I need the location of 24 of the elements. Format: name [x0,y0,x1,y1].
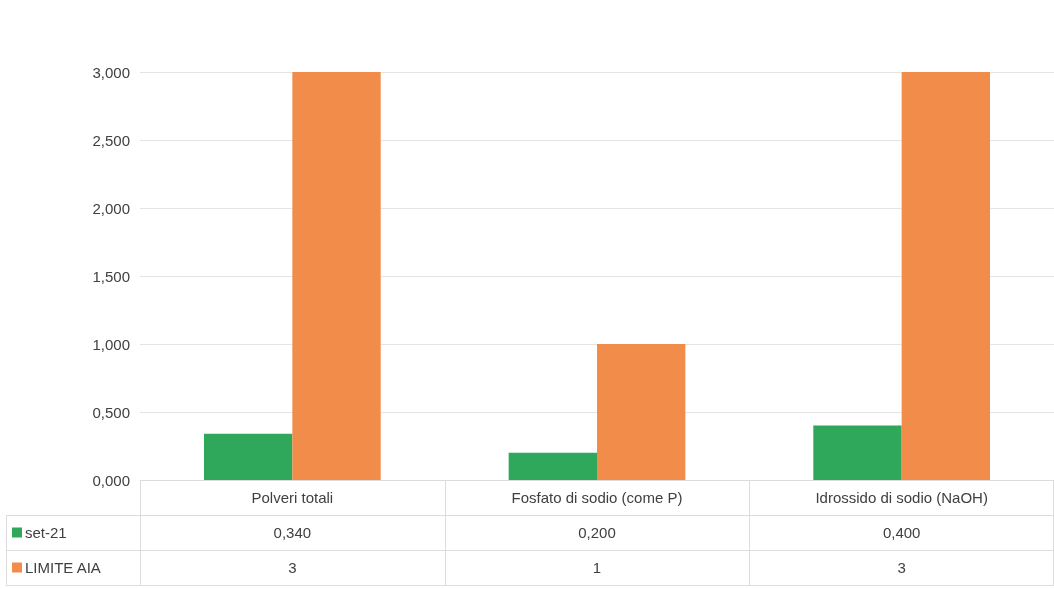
legend-label: set-21 [25,524,67,541]
y-tick-label: 3,000 [92,63,130,81]
data-label: 0,340 [273,524,312,541]
bar [813,425,902,480]
y-tick-label: 1,500 [92,267,130,285]
x-tick-label: Fosfato di sodio (come P) [511,489,683,506]
y-tick-label: 1,000 [92,335,130,353]
legend-label: LIMITE AIA [25,559,101,576]
x-tick-label: Idrossido di sodio (NaOH) [815,489,988,506]
y-tick-label: 0,000 [92,471,130,489]
data-label: 3 [897,559,906,576]
bar [203,433,293,480]
bar [597,344,686,480]
bar [901,72,991,480]
y-tick-label: 0,500 [92,403,130,421]
y-tick-label: 2,000 [92,199,130,217]
x-tick-label: Polveri totali [251,489,334,506]
data-label: 1 [592,559,602,576]
bar [508,452,597,480]
data-label: 3 [288,559,297,576]
data-label: 0,400 [882,524,921,541]
bar [292,72,381,480]
data-label: 0,200 [578,524,616,541]
y-tick-label: 2,500 [92,131,130,149]
